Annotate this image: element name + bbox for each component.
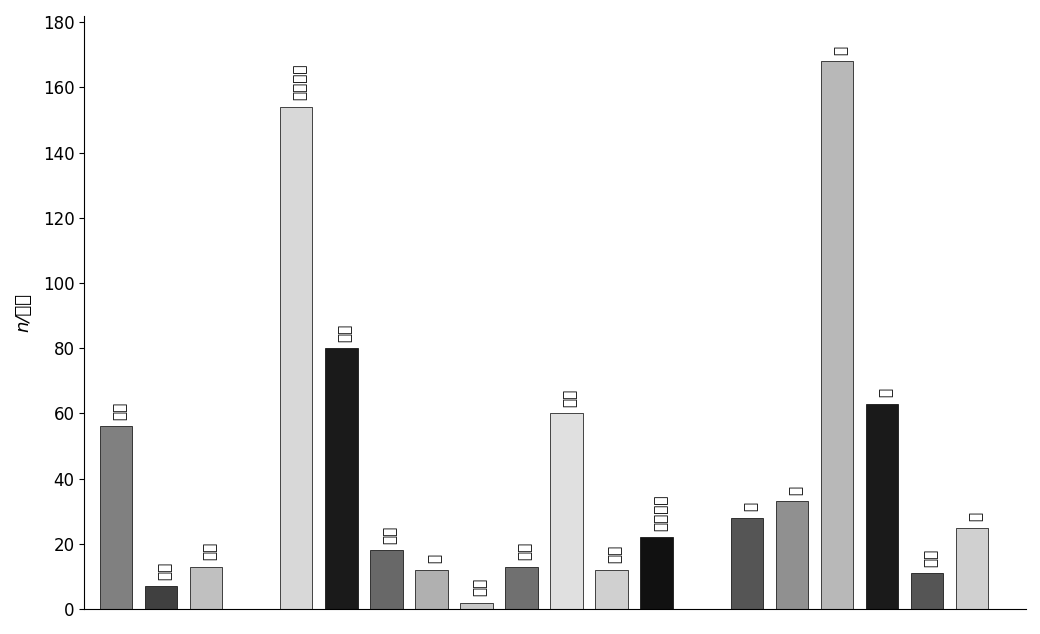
Text: 脑髄: 脑髄	[924, 548, 938, 567]
Text: 精亨: 精亨	[518, 542, 532, 560]
Bar	[956, 527, 988, 609]
Bar	[550, 413, 582, 609]
Bar	[865, 404, 899, 609]
Bar	[100, 427, 132, 609]
Bar	[730, 518, 763, 609]
Bar	[821, 61, 853, 609]
Y-axis label: n/例次: n/例次	[14, 293, 32, 332]
Bar	[505, 567, 538, 609]
Text: 阳虚: 阳虚	[157, 562, 173, 579]
Text: 肺: 肺	[968, 512, 983, 521]
Bar	[415, 570, 447, 609]
Bar	[911, 573, 943, 609]
Text: 血虚: 血虚	[383, 526, 397, 544]
Bar	[776, 501, 808, 609]
Text: 阴虚: 阴虚	[203, 542, 217, 560]
Text: 血瘀: 血瘀	[338, 323, 353, 342]
Bar	[145, 586, 177, 609]
Bar	[461, 602, 493, 609]
Text: 寒: 寒	[427, 554, 443, 564]
Text: 心: 心	[878, 388, 893, 397]
Bar	[641, 538, 673, 609]
Bar	[595, 570, 628, 609]
Text: 气滞: 气滞	[473, 578, 488, 596]
Text: 热（火）: 热（火）	[653, 495, 668, 531]
Bar	[190, 567, 223, 609]
Text: 痰（湿）: 痰（湿）	[292, 64, 308, 100]
Text: 风动: 风动	[563, 389, 578, 407]
Text: 气虚: 气虚	[112, 402, 127, 420]
Text: 肾: 肾	[743, 502, 758, 511]
Bar	[326, 348, 358, 609]
Text: 脾: 脾	[833, 46, 849, 55]
Bar	[280, 107, 312, 609]
Text: 肝: 肝	[788, 486, 803, 495]
Text: 阳居: 阳居	[607, 545, 623, 564]
Bar	[370, 550, 402, 609]
